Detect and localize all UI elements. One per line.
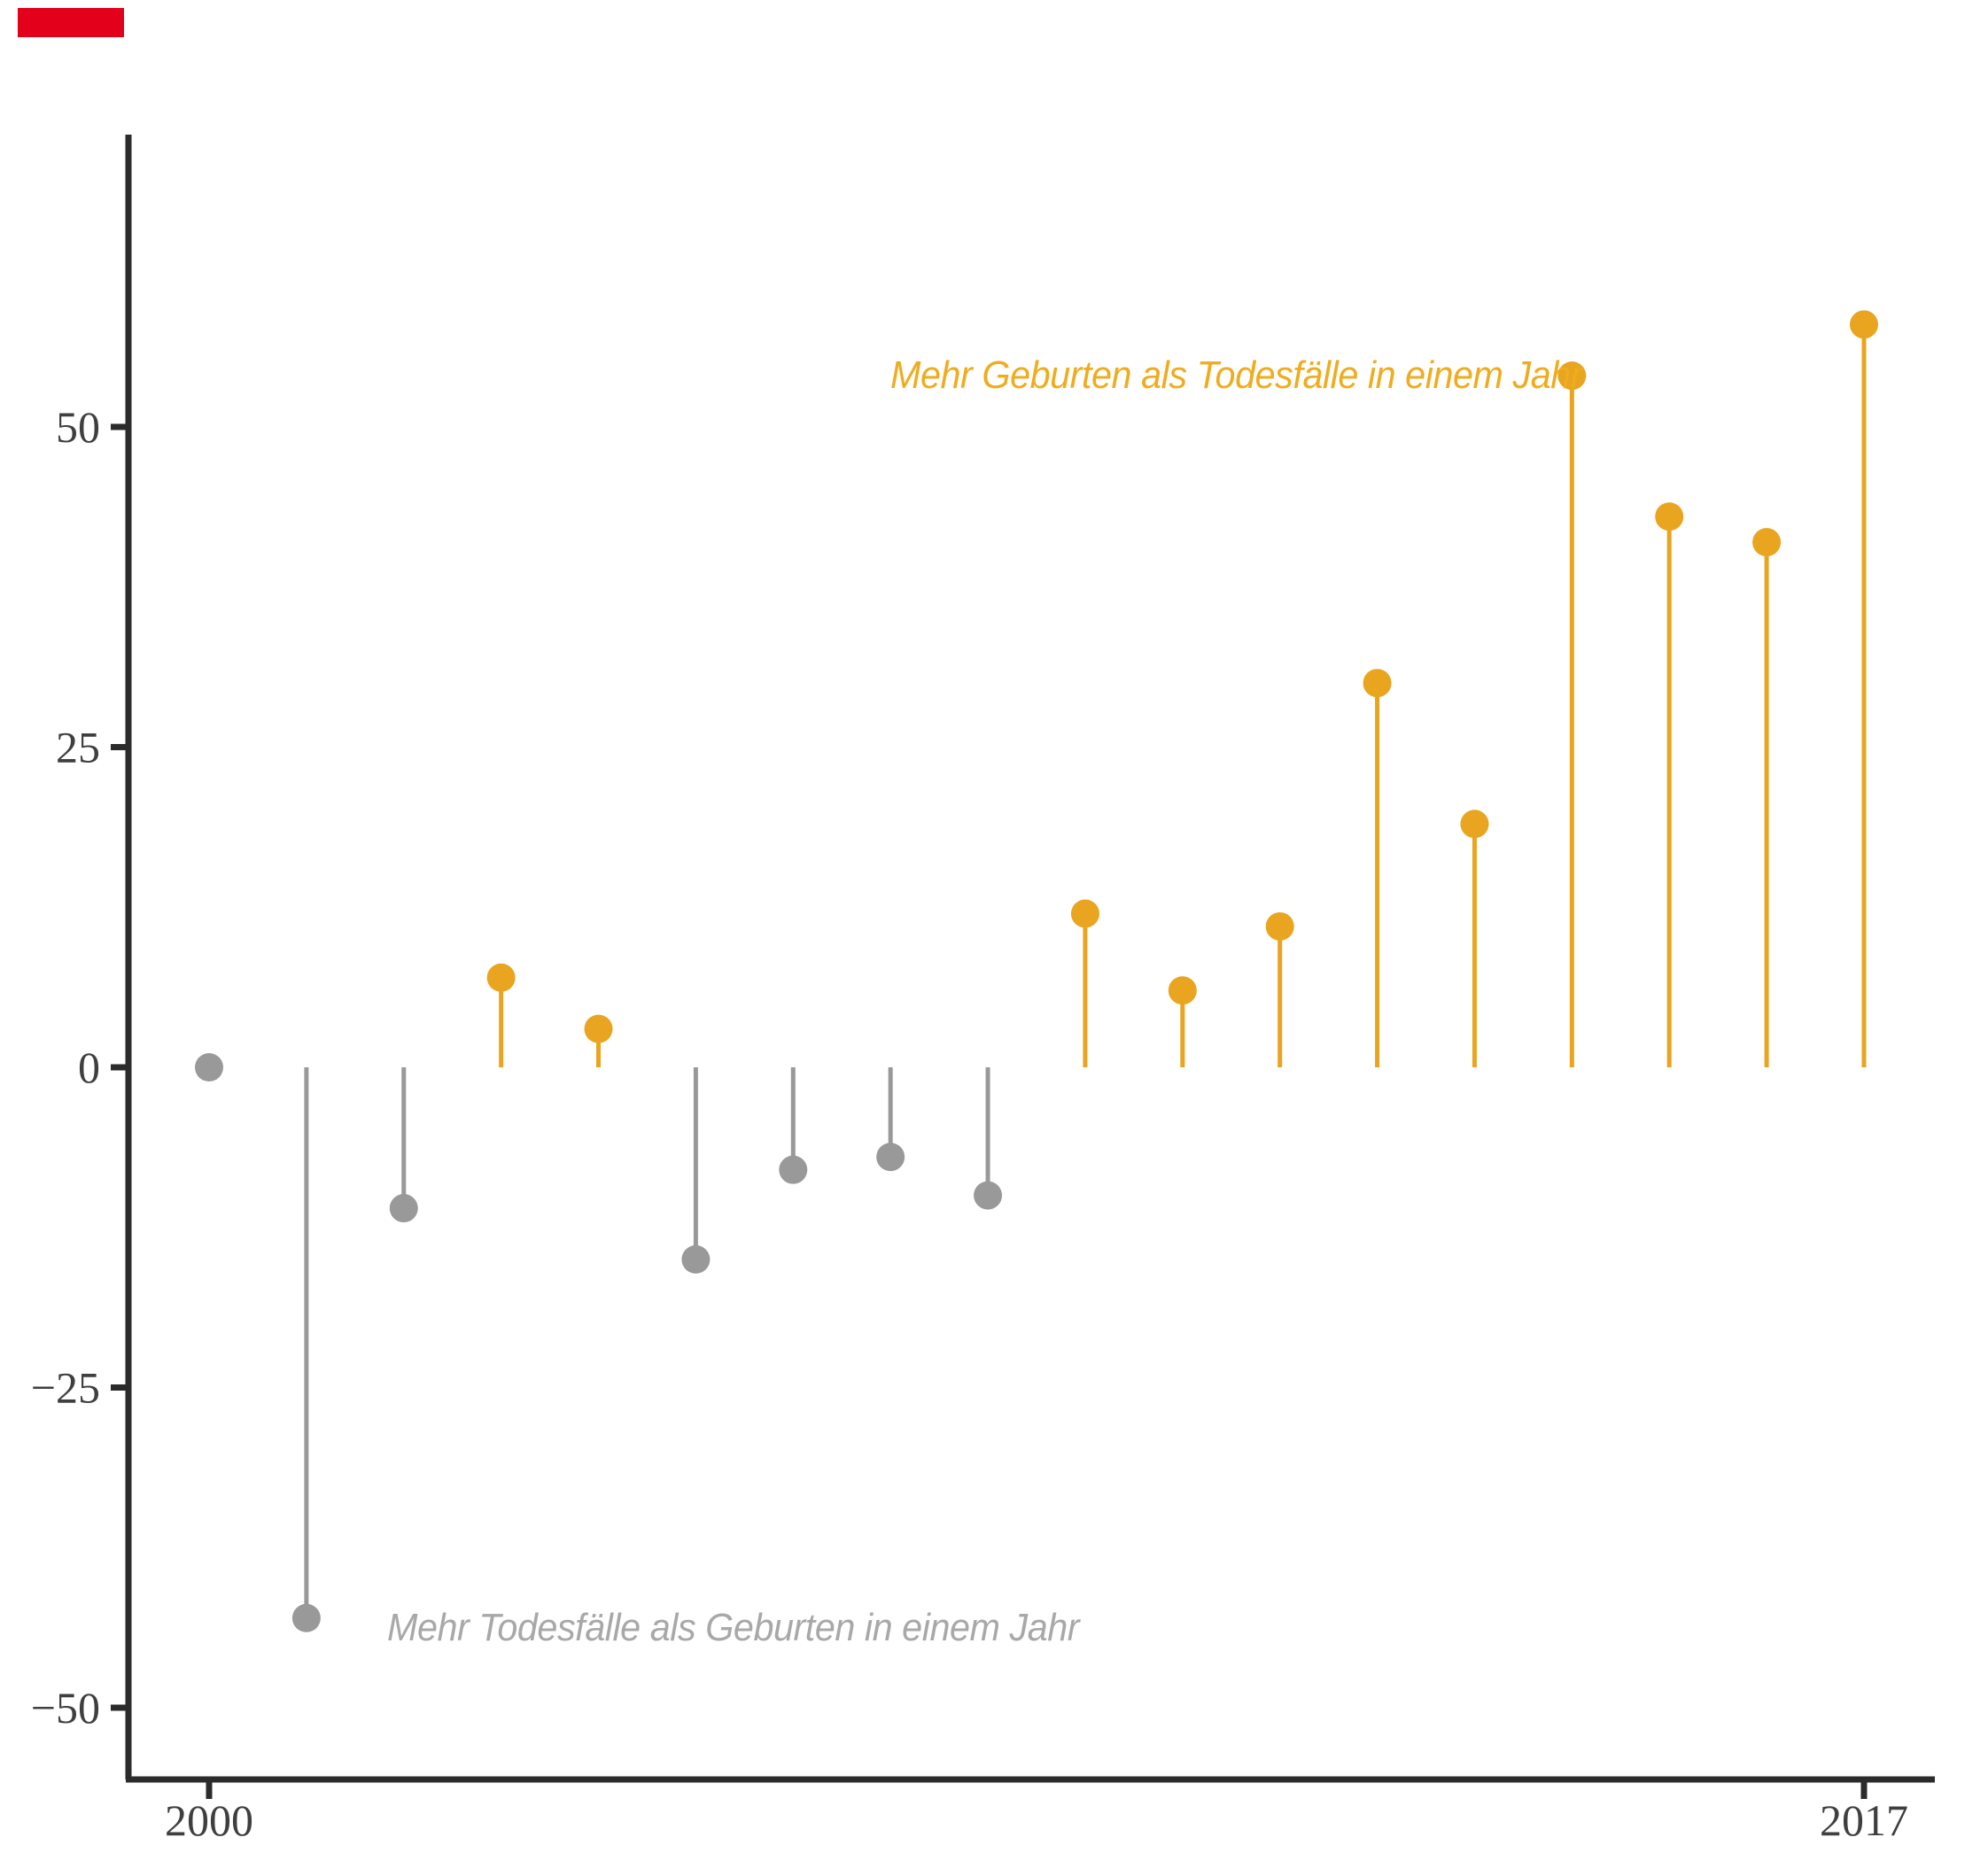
point-2004 [584,1014,613,1043]
point-2006 [779,1155,808,1184]
y-tick-label-25: 25 [56,723,100,772]
point-2003 [486,963,516,992]
point-2014 [1557,361,1587,391]
annotation-more-deaths: Mehr Todesfälle als Geburten in einem Ja… [387,1606,1080,1650]
point-2005 [681,1244,711,1274]
point-2016 [1752,528,1782,557]
point-2015 [1655,502,1684,531]
y-tick-label--50: −50 [31,1683,100,1733]
point-2010 [1168,976,1197,1005]
point-2008 [974,1181,1003,1210]
point-2002 [389,1194,418,1223]
point-2017 [1850,310,1878,339]
point-2009 [1070,899,1099,928]
x-tick-label-2000: 2000 [165,1795,253,1845]
point-2012 [1363,669,1392,698]
point-2011 [1265,911,1294,941]
y-tick-label--25: −25 [31,1363,100,1413]
annotation-more-births: Mehr Geburten als Todesfälle in einem Ja… [890,353,1583,398]
point-2000 [195,1053,223,1081]
brand-logo-mark [18,8,124,37]
point-2001 [291,1603,321,1632]
x-tick-label-2017: 2017 [1820,1795,1908,1845]
point-2007 [876,1143,905,1172]
point-2013 [1460,810,1489,839]
y-tick-label-50: 50 [56,402,100,452]
y-tick-label-0: 0 [78,1043,100,1092]
